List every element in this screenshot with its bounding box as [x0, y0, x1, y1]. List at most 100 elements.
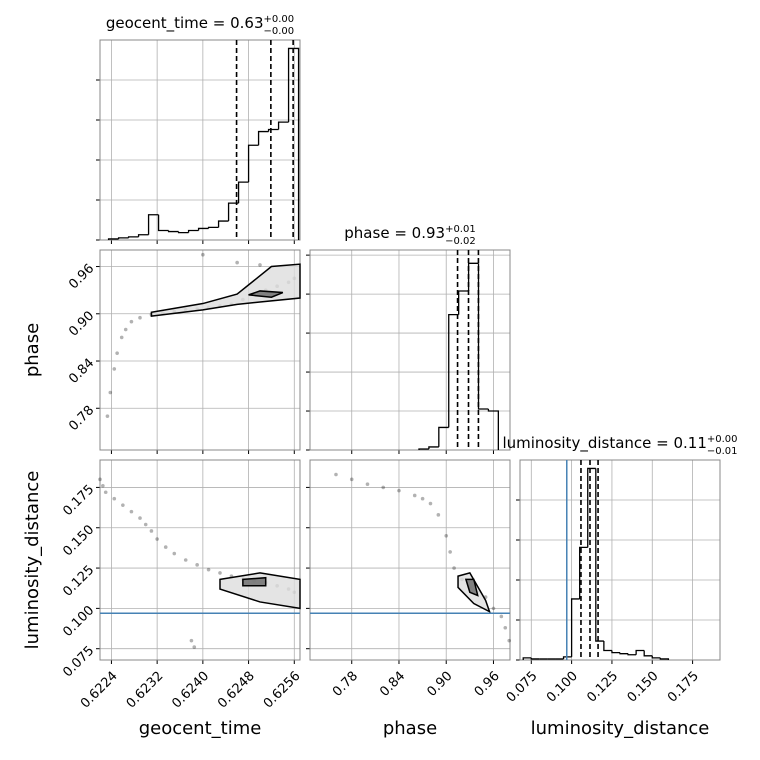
- histogram-bin: [458, 290, 469, 315]
- histogram-bin: [157, 214, 169, 232]
- contour: [248, 290, 284, 299]
- sample-point: [108, 390, 113, 395]
- x-tick-label: 0.90: [424, 669, 455, 700]
- y-axis-label: luminosity_distance: [22, 471, 43, 650]
- sample-point: [499, 614, 504, 619]
- panel-frame: [309, 459, 511, 661]
- title-lower: −0.00: [264, 26, 295, 37]
- sample-point: [143, 522, 148, 527]
- histogram-bin: [277, 121, 289, 130]
- title-text: geocent_time = 0.63: [106, 14, 264, 33]
- sample-point: [428, 501, 433, 506]
- sample-point: [503, 625, 508, 630]
- sample-point: [163, 545, 168, 549]
- y-tick-label: 0.075: [60, 643, 97, 680]
- sample-point: [448, 550, 452, 554]
- histogram-bin: [611, 650, 620, 654]
- sample-point: [121, 503, 125, 507]
- y-tick-label: 0.100: [60, 603, 97, 640]
- x-axis-label: geocent_time: [139, 718, 262, 739]
- sample-point: [235, 260, 239, 265]
- panel-frame: [99, 249, 301, 451]
- histogram-bin: [579, 546, 588, 599]
- histogram-bin: [562, 656, 572, 659]
- histogram-bin: [477, 263, 489, 410]
- contour: [219, 572, 301, 610]
- y-tick-label: 0.84: [66, 356, 97, 387]
- histogram-bin: [237, 181, 249, 204]
- sample-point: [103, 490, 108, 495]
- sample-point: [381, 485, 386, 490]
- title-upper: +0.00: [264, 14, 295, 25]
- histogram-bin: [117, 237, 129, 239]
- sample-point: [258, 263, 262, 267]
- sample-point: [183, 558, 188, 562]
- sample-point: [349, 477, 354, 482]
- sample-point: [138, 516, 142, 520]
- y-tick-label: 0.175: [60, 482, 97, 519]
- panel-frame: [309, 249, 511, 451]
- y-tick-label: 0.90: [66, 308, 97, 339]
- x-tick-label: 0.96: [472, 669, 503, 700]
- histogram-bin: [177, 231, 189, 234]
- x-tick-label: 0.6232: [124, 669, 167, 712]
- histogram-bin: [137, 234, 149, 237]
- histogram-bin: [418, 448, 429, 450]
- x-axis-label: luminosity_distance: [531, 718, 710, 739]
- y-axis-label: phase: [22, 323, 43, 377]
- sample-point: [206, 567, 211, 572]
- histogram-bin: [595, 468, 604, 642]
- contour: [464, 578, 479, 597]
- contour: [242, 576, 267, 587]
- histogram-bin: [635, 649, 645, 655]
- sample-point: [192, 645, 197, 649]
- sample-point: [412, 493, 417, 498]
- sample-point: [98, 477, 102, 482]
- title-lower: −0.01: [707, 446, 738, 457]
- sample-point: [444, 534, 449, 538]
- y-tick-label: 0.125: [60, 563, 97, 600]
- panel-title: phase = 0.93+0.01 −0.02: [344, 224, 475, 247]
- sample-point: [452, 566, 456, 570]
- histogram-bin: [267, 128, 279, 132]
- histogram-bin: [659, 657, 670, 660]
- histogram-bin: [619, 652, 629, 655]
- histogram-bin: [587, 467, 596, 548]
- histogram-bin: [187, 229, 199, 233]
- sample-point: [334, 472, 338, 477]
- y-tick-label: 0.78: [66, 403, 97, 434]
- sample-point: [129, 319, 134, 324]
- x-tick-label: 0.6240: [169, 669, 212, 712]
- sample-point: [420, 496, 425, 501]
- sample-point: [195, 563, 199, 567]
- sample-point: [218, 571, 222, 575]
- histogram-bin: [167, 230, 179, 233]
- y-tick-label: 0.150: [60, 522, 97, 559]
- sample-point: [436, 513, 441, 517]
- x-tick-label: 0.84: [377, 669, 408, 700]
- histogram-bin: [247, 144, 259, 183]
- x-tick-label: 0.78: [330, 669, 361, 700]
- x-tick-label: 0.100: [544, 669, 581, 706]
- panel-frame: [519, 459, 721, 661]
- sample-point: [397, 488, 401, 493]
- sample-point: [365, 482, 370, 486]
- x-tick-label: 0.150: [625, 669, 662, 706]
- histogram-bin: [522, 657, 532, 660]
- sample-point: [112, 496, 117, 501]
- histogram-bin: [530, 657, 540, 660]
- histogram-bin: [127, 236, 139, 238]
- title-text: luminosity_distance = 0.11: [502, 434, 706, 453]
- y-tick-label: 0.96: [66, 261, 97, 292]
- sample-point: [101, 484, 105, 488]
- histogram-bin: [467, 262, 479, 292]
- histogram-bin: [227, 202, 239, 222]
- histogram-bin: [217, 220, 229, 228]
- histogram-bin: [207, 226, 219, 229]
- x-tick-label: 0.125: [584, 669, 621, 706]
- histogram-bin: [257, 130, 269, 146]
- x-tick-label: 0.6256: [261, 669, 304, 712]
- title-lower: −0.02: [445, 236, 476, 247]
- histogram-bin: [603, 641, 612, 652]
- title-upper: +0.01: [445, 224, 476, 235]
